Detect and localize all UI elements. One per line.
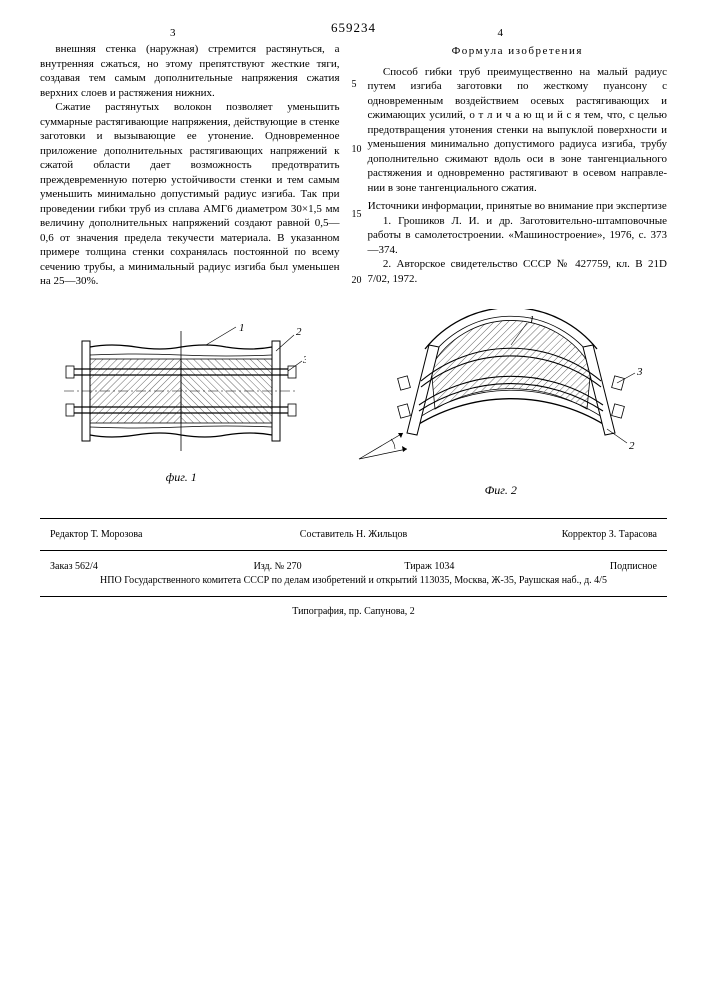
left-column: 3 внешняя стенка (наружная) стремится ра… <box>40 42 340 289</box>
figures-row: 1 2 3 фиг. 1 <box>40 309 667 498</box>
editors-row: Редактор Т. Морозова Составитель Н. Жиль… <box>40 527 667 542</box>
ref-label-2b: 2 <box>629 440 635 452</box>
izd-no: Изд. № 270 <box>202 561 354 572</box>
left-para-2: Сжатие растянутых волокон позволяет умен… <box>40 100 340 289</box>
col-page-number-right: 4 <box>498 26 504 41</box>
right-column: 4 5 10 15 20 Формула изобретения Способ … <box>368 42 668 289</box>
print-row: Заказ 562/4 Изд. № 270 Тираж 1034 Подпис… <box>40 559 667 574</box>
compiler: Составитель Н. Жильцов <box>252 529 454 540</box>
formula-title: Формула изобретения <box>368 44 668 59</box>
divider-1 <box>40 518 667 519</box>
typography-line: Типография, пр. Сапунова, 2 <box>40 605 667 619</box>
right-para-1: Способ гибки труб преимущественно на мал… <box>368 65 668 196</box>
doc-number: 659234 <box>40 20 667 36</box>
editor: Редактор Т. Морозова <box>50 529 252 540</box>
divider-3 <box>40 596 667 597</box>
order-no: Заказ 562/4 <box>50 561 202 572</box>
corrector: Корректор З. Тарасова <box>455 529 657 540</box>
ref-label-2: 2 <box>296 326 302 338</box>
col-page-number-left: 3 <box>170 26 176 41</box>
line-numbers: 5 10 15 20 <box>352 42 362 287</box>
right-para-3: 2. Авторское свидетельство СССР № 427759… <box>368 257 668 286</box>
ref-label-3b: 3 <box>636 366 643 378</box>
subscription: Подписное <box>505 561 657 572</box>
org-line: НПО Государственного комитета СССР по де… <box>40 574 667 588</box>
figure-1: 1 2 3 фиг. 1 <box>56 321 306 485</box>
ref-label-3: 3 <box>302 354 306 366</box>
tirazh: Тираж 1034 <box>354 561 506 572</box>
figure-2: 1 3 2 Фиг. 2 <box>351 309 651 498</box>
divider-2 <box>40 550 667 551</box>
fig2-caption: Фиг. 2 <box>351 483 651 498</box>
ref-label-1b: 1 <box>529 314 535 326</box>
left-para-1: внешняя стенка (наружная) стремится рас­… <box>40 42 340 100</box>
text-columns: 3 внешняя стенка (наружная) стремится ра… <box>40 42 667 289</box>
sources-title: Источники информации, принятые во вниман… <box>368 199 668 214</box>
ref-label-1: 1 <box>239 322 245 334</box>
right-para-2: 1. Грошиков Л. И. и др. Заготовительно-ш… <box>368 214 668 258</box>
fig1-caption: фиг. 1 <box>56 470 306 485</box>
